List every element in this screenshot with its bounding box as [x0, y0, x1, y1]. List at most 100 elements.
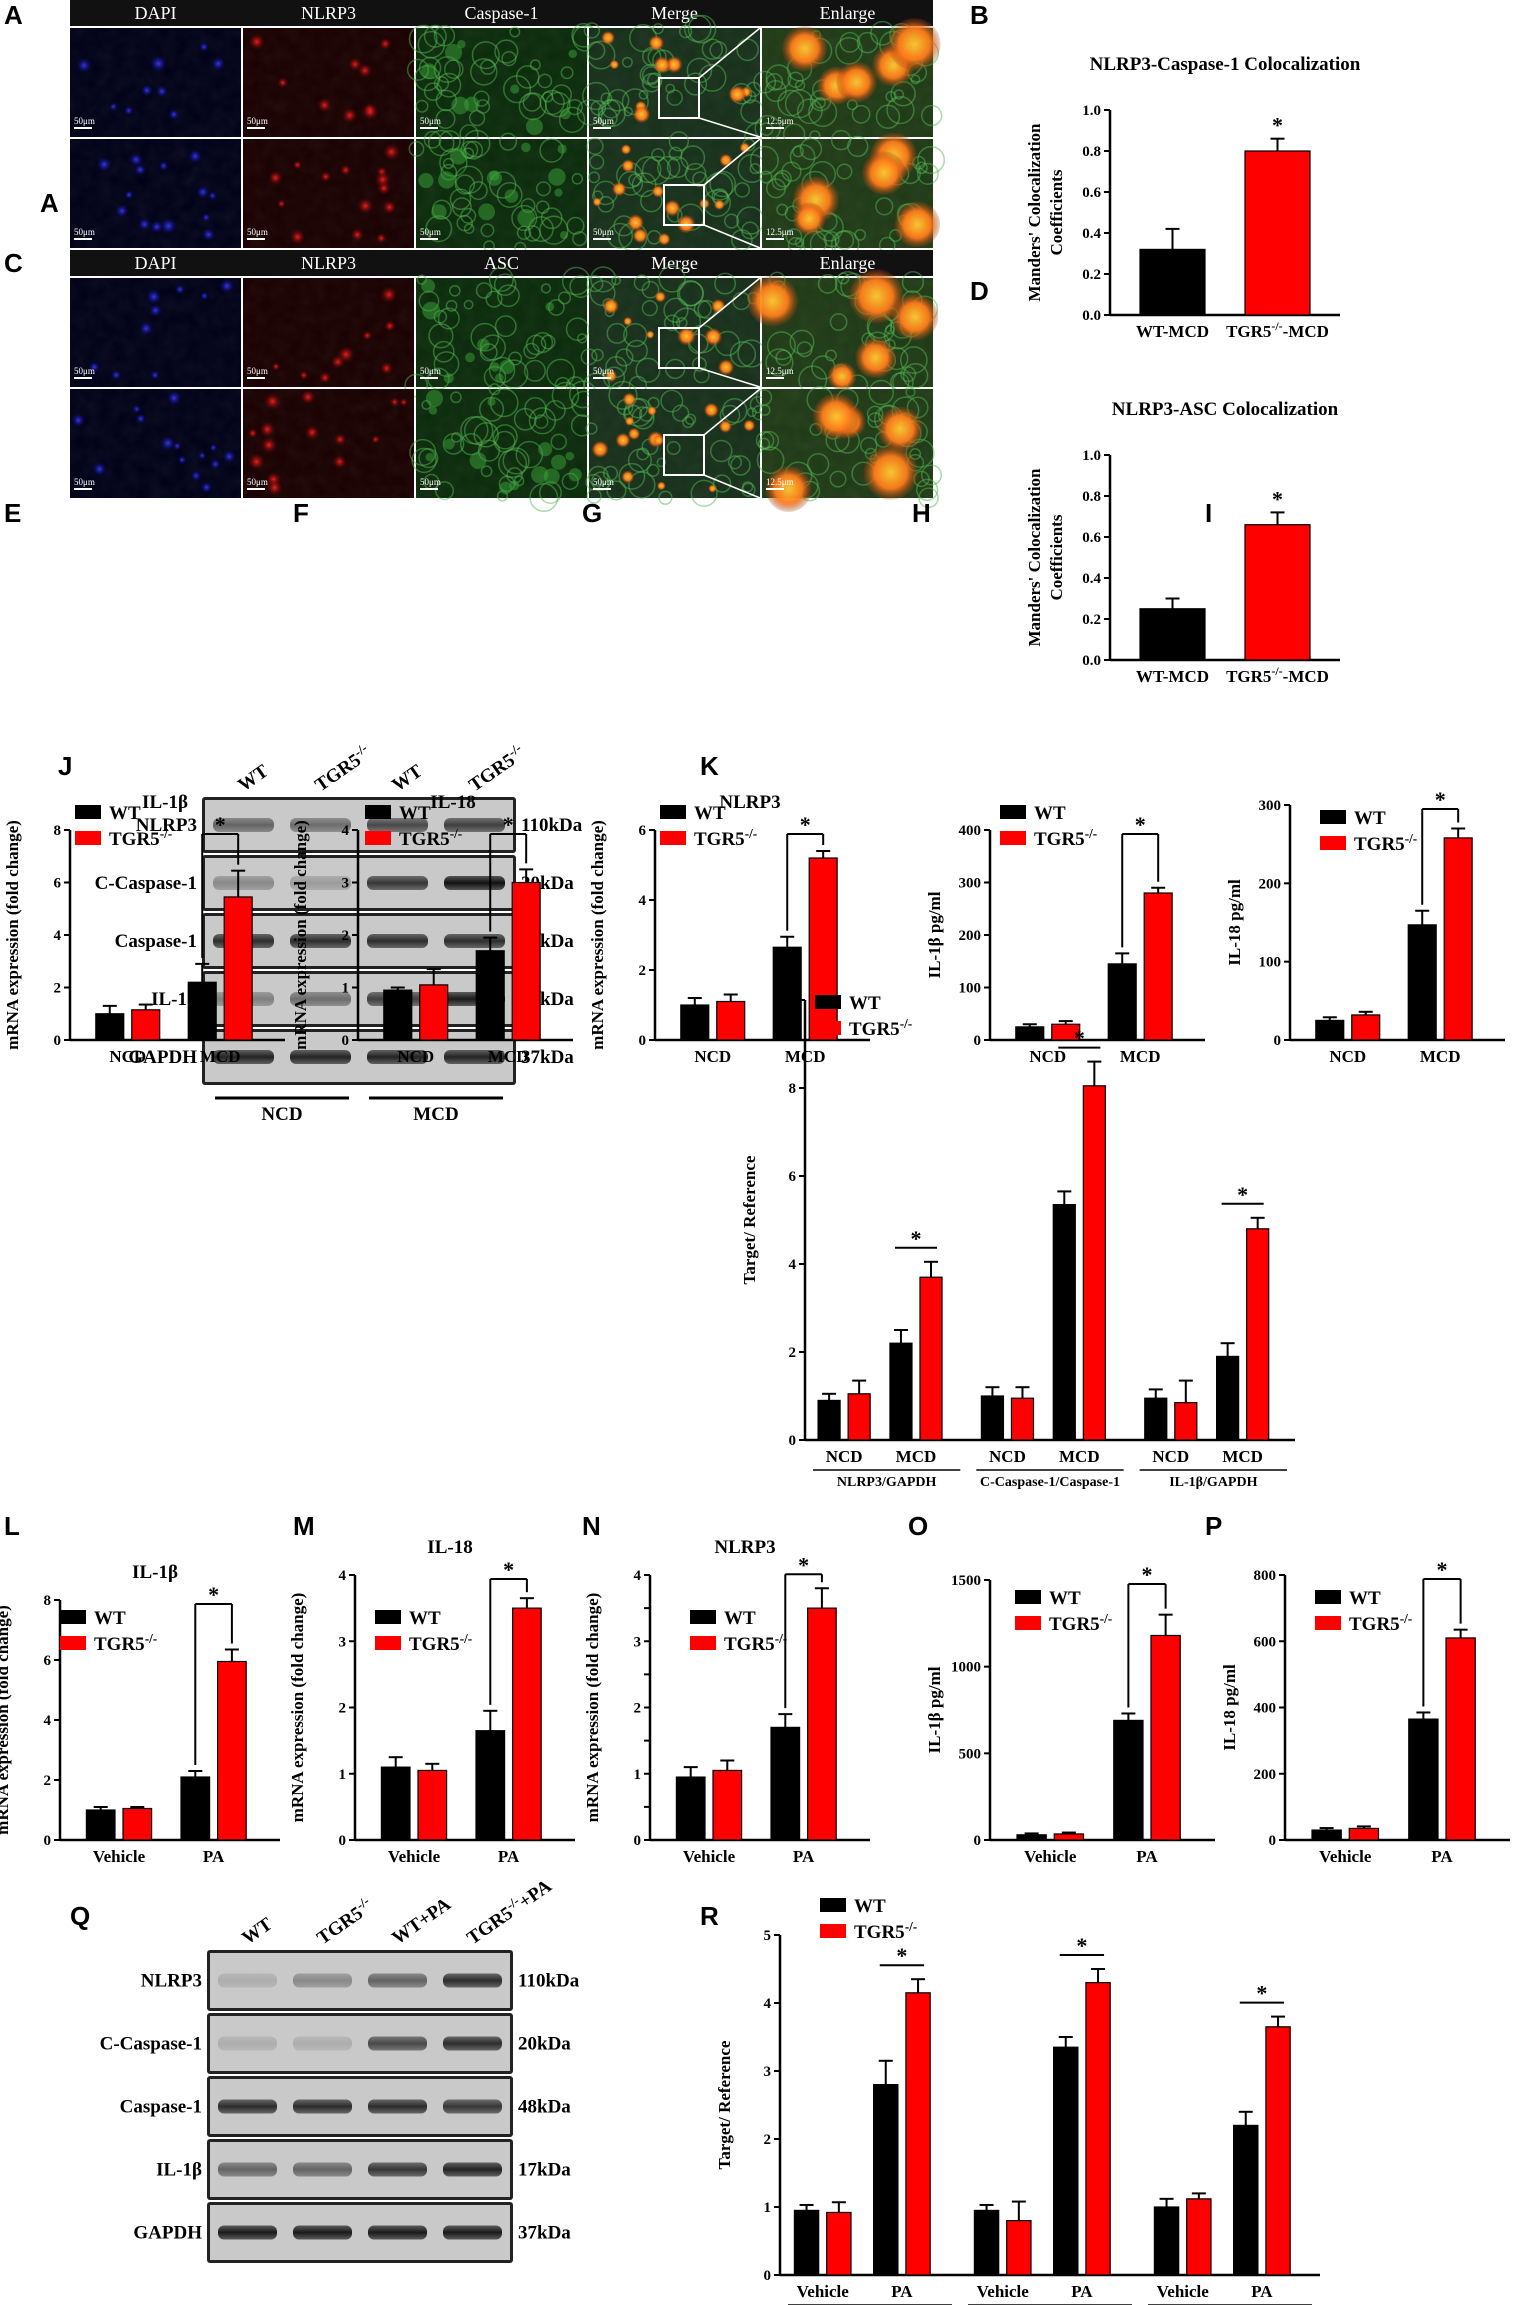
panel-label-r: R — [700, 1901, 719, 1931]
micro-tile-c-1-4: 12.5μm — [755, 379, 943, 513]
legend-label-1: TGR5-/- — [1049, 1611, 1112, 1636]
x-tick-label: Vehicle — [93, 1847, 146, 1866]
bar-1-4 — [1186, 2198, 1212, 2276]
micro-scale-c-0-4: 12.5μm — [766, 366, 794, 376]
legend-label-1: TGR5-/- — [409, 1631, 472, 1656]
legend-label-0: WT — [399, 803, 431, 824]
micro-tile-a-1-4: 12.5μm — [749, 129, 946, 259]
legend-swatch-0 — [690, 1610, 716, 1624]
y-tick-label: 0.0 — [1082, 308, 1101, 324]
legend-label-0: WT — [694, 803, 726, 824]
bar-0-3 — [1052, 1203, 1076, 1441]
bar-0-2 — [973, 2209, 1000, 2276]
micro-col-a-1: NLRP3 — [301, 3, 356, 23]
legend-label-1: TGR5-/- — [849, 1016, 912, 1041]
legend-label-1: TGR5-/- — [1034, 826, 1097, 851]
bar-0-4 — [1153, 2206, 1180, 2276]
micro-scale-a-0-2: 50μm — [420, 116, 441, 126]
x-tick-label: PA — [1136, 1847, 1158, 1866]
legend-label-0: WT — [724, 1608, 756, 1629]
y-tick-label: 0 — [54, 1033, 62, 1049]
bar-0 — [1139, 608, 1206, 661]
micro-tile-c-1-2: 50μm — [409, 380, 598, 513]
micro-tile-c-0-0: 50μm — [70, 278, 241, 387]
y-tick-label: 3 — [764, 2064, 772, 2080]
chart-m: 0 1 2 3 4 IL-18 mRNA expression (fold change) V… — [288, 1537, 575, 1866]
y-tick-label: 0.8 — [1082, 144, 1101, 160]
bar-0-0 — [680, 1004, 710, 1041]
significance-star: * — [1142, 1562, 1153, 1587]
micro-tile-a-1-2: 50μm — [408, 129, 588, 254]
significance-star: * — [1272, 113, 1283, 138]
y-tick-label: 1 — [764, 2200, 772, 2216]
legend-label-1: TGR5-/- — [724, 1631, 787, 1656]
panel-label-f: F — [293, 498, 309, 528]
y-tick-label: 3 — [342, 876, 350, 892]
legend-swatch-0 — [375, 1610, 401, 1624]
y-tick-label: 1000 — [951, 1660, 981, 1676]
chart-title: NLRP3 — [714, 1537, 775, 1558]
bar-0-1 — [889, 1342, 913, 1441]
legend-swatch-1 — [375, 1636, 401, 1650]
x-tick-label: NCD — [826, 1447, 863, 1466]
legend-swatch-1 — [820, 1924, 846, 1938]
micro-scale-a-0-4: 12.5μm — [766, 116, 794, 126]
micro-scale-c-1-1: 50μm — [247, 477, 268, 487]
legend-swatch-0 — [75, 805, 101, 819]
chart-l: 0 2 4 6 8 IL-1β mRNA expression (fold change) V… — [0, 1562, 280, 1866]
wb-size-j-4: 37kDa — [521, 1047, 574, 1068]
x-tick-label: MCD — [1222, 1447, 1263, 1466]
bar-0-1 — [1107, 963, 1137, 1041]
legend-label-0: WT — [854, 1896, 886, 1917]
y-tick-label: 2 — [639, 963, 647, 979]
y-tick-label: 0 — [789, 1433, 797, 1449]
micro-scale-c-1-3: 50μm — [593, 477, 614, 487]
panel-label-l: L — [4, 1511, 20, 1541]
wb-lane-q-3: TGR5-/-+PA — [461, 1873, 556, 1949]
wb-size-q-2: 48kDa — [518, 2097, 571, 2118]
bar-1 — [1244, 150, 1311, 316]
micro-scale-c-0-1: 50μm — [247, 366, 268, 376]
x-tick-label: WT-MCD — [1136, 667, 1209, 686]
y-axis-label: Manders' Colocalization — [1025, 123, 1044, 302]
x-tick-label: Vehicle — [797, 2282, 850, 2301]
x-tick-label: MCD — [1120, 1047, 1161, 1066]
significance-star: * — [1074, 1026, 1085, 1051]
y-tick-label: 5 — [764, 1928, 772, 1944]
bar-1-3 — [1085, 1981, 1111, 2276]
y-tick-label: 0 — [639, 1033, 647, 1049]
x-tick-label: NCD — [1329, 1047, 1366, 1066]
chart-k: 0 2 4 6 8 10 Target/ Reference NCD MCD NCD MCD NCD M… — [740, 993, 1295, 1490]
panel-label-i: I — [1205, 498, 1212, 528]
bar-1-0 — [1053, 1833, 1085, 1841]
panel-label-j: J — [58, 751, 72, 781]
x-tick-label: Vehicle — [1157, 2282, 1210, 2301]
legend-swatch-1 — [75, 831, 101, 845]
y-tick-label: 4 — [634, 1568, 642, 1584]
micro-col-c-1: NLRP3 — [301, 253, 356, 273]
chart-e: 0 2 4 6 8 IL-1β mRNA expression (fold change) N… — [3, 792, 285, 1066]
bar-1 — [1244, 524, 1311, 661]
wb-protein-j-1: C-Caspase-1 — [95, 873, 197, 894]
bar-1-0 — [712, 1769, 743, 1841]
x-tick-label: PA — [793, 1847, 815, 1866]
y-axis-label: IL-18 pg/ml — [1225, 879, 1244, 966]
y-tick-label: 100 — [959, 981, 982, 997]
panel-label-n: N — [582, 1511, 601, 1541]
micro-col-c-0: DAPI — [134, 253, 176, 273]
significance-star: * — [503, 1557, 514, 1582]
micro-scale-a-0-3: 50μm — [593, 116, 614, 126]
group-label: IL-1β/GAPDH — [1169, 1475, 1257, 1490]
x-tick-label: Vehicle — [1024, 1847, 1077, 1866]
chart-title: IL-18 — [430, 792, 475, 813]
y-tick-label: 800 — [1254, 1568, 1277, 1584]
legend-label-1: TGR5-/- — [94, 1631, 157, 1656]
group-label: NLRP3/GAPDH — [837, 1475, 937, 1490]
x-tick-label: PA — [1251, 2282, 1273, 2301]
chart-n: 0 1 2 3 4 NLRP3 mRNA expression (fold change) V… — [583, 1537, 870, 1866]
y-tick-label: 4 — [789, 1257, 797, 1273]
x-tick-label: TGR5-/--MCD — [1226, 319, 1329, 341]
bar-1-0 — [131, 1009, 161, 1041]
bar-0-1 — [770, 1726, 801, 1841]
panel-label-a-inner: A — [40, 188, 59, 218]
